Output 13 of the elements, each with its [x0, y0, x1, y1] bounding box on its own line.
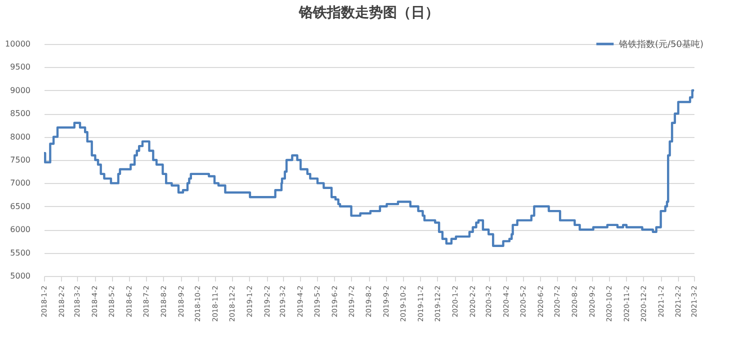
y-tick-label: 9000 [10, 86, 30, 95]
y-tick-label: 5500 [10, 248, 30, 258]
y-tick-label: 7500 [10, 156, 30, 164]
y-tick-label: 8000 [10, 132, 30, 142]
y-tick-label: 7000 [10, 178, 30, 188]
y-tick-label: 10000 [5, 40, 30, 48]
legend-label: 铬铁指数(元/50基吨) [618, 39, 704, 50]
y-tick-label: 6000 [10, 225, 30, 234]
y-tick-label: 8500 [10, 109, 30, 118]
y-tick-label: 6500 [10, 202, 30, 211]
y-tick-label: 5000 [10, 272, 30, 280]
y-tick-label: 9500 [10, 62, 30, 72]
chart-title: 铬铁指数走势图（日） [298, 5, 439, 21]
